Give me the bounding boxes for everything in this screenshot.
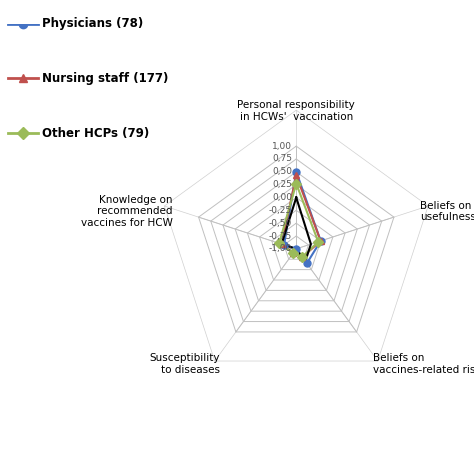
Text: -0,75: -0,75 xyxy=(269,231,292,240)
Text: -0,50: -0,50 xyxy=(269,219,292,228)
Text: -1,00: -1,00 xyxy=(269,245,292,253)
Text: Beliefs on
vaccines-related risks: Beliefs on vaccines-related risks xyxy=(373,353,474,374)
Text: Physicians (78): Physicians (78) xyxy=(43,17,144,30)
Text: 1,00: 1,00 xyxy=(272,142,292,151)
Text: 0,50: 0,50 xyxy=(272,167,292,176)
Text: Susceptibility
to diseases: Susceptibility to diseases xyxy=(149,353,220,374)
Text: Nursing staff (177): Nursing staff (177) xyxy=(43,72,169,85)
Text: Beliefs on
usefulness: Beliefs on usefulness xyxy=(419,201,474,222)
Text: -0,25: -0,25 xyxy=(269,206,292,215)
Text: Other HCPs (79): Other HCPs (79) xyxy=(43,127,150,140)
Text: 0,00: 0,00 xyxy=(272,193,292,202)
Text: 0,25: 0,25 xyxy=(272,180,292,189)
Text: Knowledge on
recommended
vaccines for HCW: Knowledge on recommended vaccines for HC… xyxy=(81,195,173,228)
Text: Personal responsibility
in HCWs'  vaccination: Personal responsibility in HCWs' vaccina… xyxy=(237,100,355,121)
Text: 0,75: 0,75 xyxy=(272,155,292,164)
